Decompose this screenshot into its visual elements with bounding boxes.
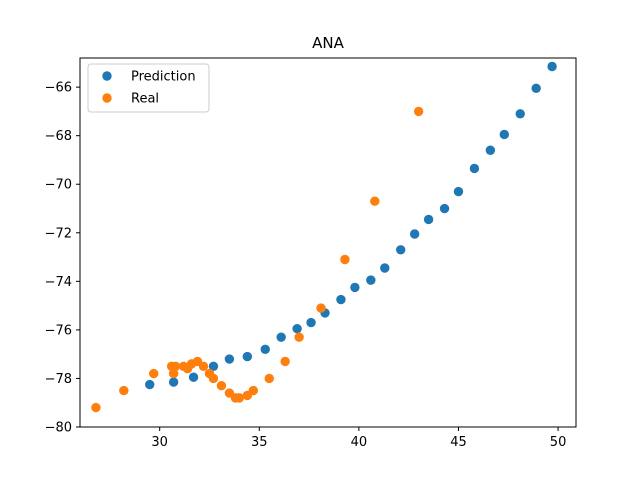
y-tick-label: −68 xyxy=(45,129,72,144)
prediction-point xyxy=(208,361,219,372)
y-tick-label: −74 xyxy=(45,275,72,290)
real-point xyxy=(370,196,380,206)
y-tick-label: −80 xyxy=(45,421,72,436)
real-point xyxy=(264,373,274,384)
x-tick-label: 45 xyxy=(450,435,467,450)
real-point xyxy=(119,385,129,396)
prediction-point xyxy=(260,344,270,355)
prediction-point xyxy=(276,332,286,342)
prediction-point xyxy=(547,61,557,72)
x-tick-label: 35 xyxy=(251,435,268,450)
real-point xyxy=(340,254,350,265)
prediction-point xyxy=(396,245,406,255)
real-point xyxy=(234,393,245,403)
prediction-point xyxy=(499,129,509,140)
prediction-point xyxy=(423,214,434,225)
legend-marker-real xyxy=(102,93,112,103)
real-point xyxy=(316,303,326,313)
x-tick-label: 40 xyxy=(351,435,368,450)
y-tick-label: −72 xyxy=(45,226,72,241)
prediction-point xyxy=(306,317,316,328)
real-point xyxy=(149,368,159,379)
axes: 30 35 40 45 50 −80 −78 −76 −74 −72 −70 −68 −66 xyxy=(45,57,577,450)
legend-box xyxy=(87,63,210,113)
real-point xyxy=(413,106,424,117)
prediction-point xyxy=(350,282,360,293)
x-tick-label: 50 xyxy=(550,435,567,450)
prediction-point xyxy=(366,275,376,285)
prediction-point xyxy=(224,354,235,364)
prediction-point xyxy=(242,351,253,362)
prediction-point xyxy=(380,263,390,273)
real-point xyxy=(91,402,101,413)
real-point xyxy=(280,356,290,367)
legend-marker-prediction xyxy=(102,71,112,81)
prediction-point xyxy=(292,323,302,334)
plot-marks xyxy=(91,61,557,413)
real-point xyxy=(208,373,219,384)
real-point xyxy=(168,368,179,379)
y-tick-label: −66 xyxy=(45,81,72,96)
real-point xyxy=(170,361,181,372)
prediction-point xyxy=(453,186,464,197)
prediction-point xyxy=(469,163,480,174)
plot-frame xyxy=(79,57,577,428)
prediction-point xyxy=(515,109,525,119)
x-tick-label: 30 xyxy=(151,435,168,450)
y-tick-label: −78 xyxy=(45,372,72,387)
prediction-point xyxy=(188,372,199,382)
legend-label-prediction: Prediction xyxy=(131,70,196,85)
prediction-point xyxy=(439,203,450,214)
prediction-point xyxy=(485,145,496,155)
chart-title: ANA xyxy=(312,34,344,52)
prediction-point xyxy=(409,229,420,239)
real-point xyxy=(216,381,227,391)
legend: Prediction Real xyxy=(87,63,210,113)
prediction-point xyxy=(336,294,346,305)
prediction-point xyxy=(531,83,541,94)
y-tick-label: −76 xyxy=(45,323,72,338)
y-tick-label: −70 xyxy=(45,178,72,193)
real-point xyxy=(294,332,304,342)
prediction-point xyxy=(145,379,155,390)
prediction-point xyxy=(168,377,179,387)
legend-label-real: Real xyxy=(131,92,159,107)
real-point xyxy=(248,385,259,396)
real-point xyxy=(198,361,209,372)
